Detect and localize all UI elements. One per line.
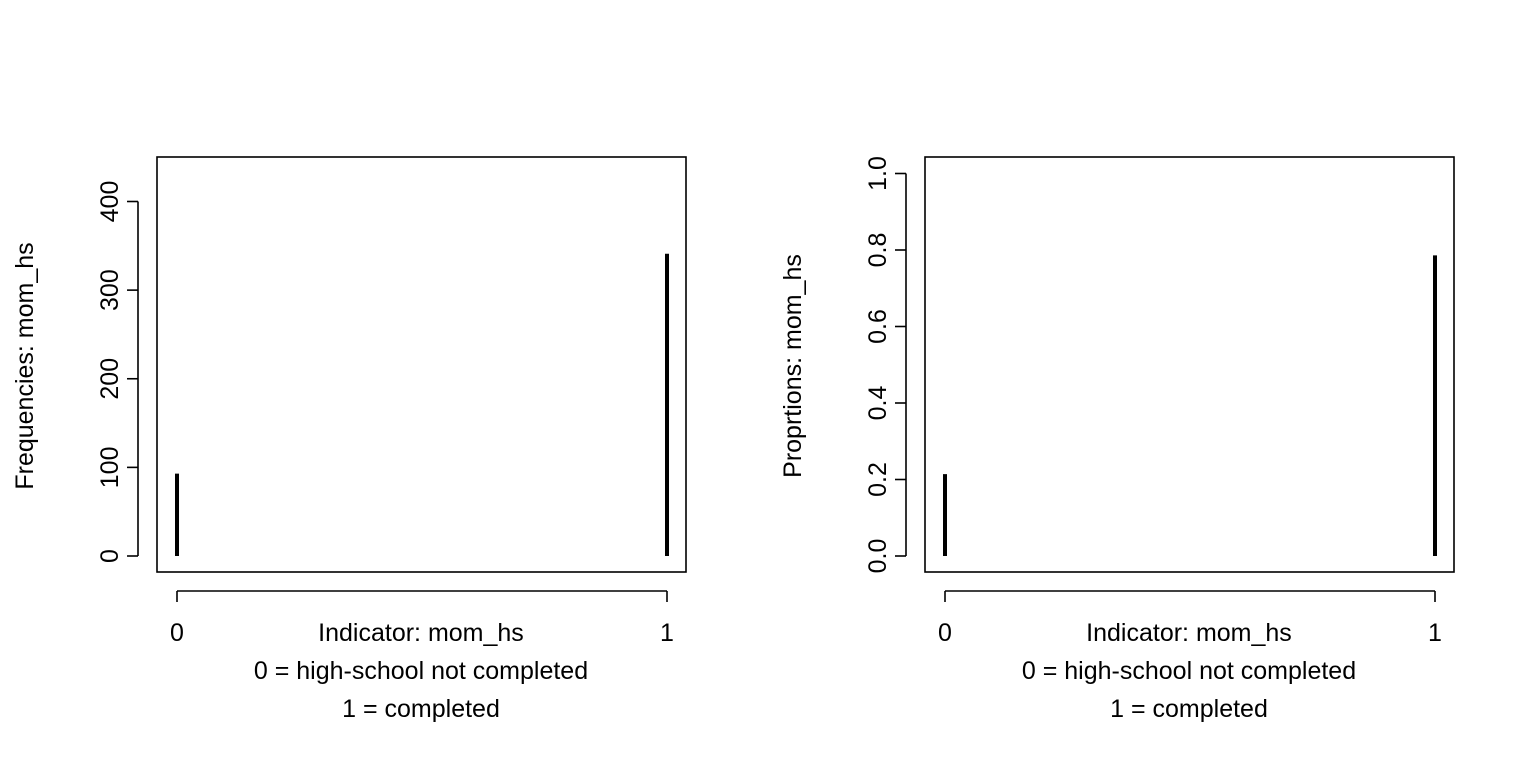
y-tick-label: 0.8 — [864, 233, 892, 268]
x-axis-label-line-2: 0 = high-school not completed — [254, 657, 588, 685]
y-tick-label: 400 — [96, 181, 124, 223]
y-axis-label: Frequencies: mom_hs — [11, 242, 39, 489]
x-tick-label: 0 — [170, 619, 184, 647]
y-tick-label: 0.0 — [864, 539, 892, 574]
x-axis-label-line-2: 0 = high-school not completed — [1022, 657, 1356, 685]
bars — [175, 253, 669, 556]
x-tick-label: 1 — [660, 619, 674, 647]
x-tick-label: 1 — [1428, 619, 1442, 647]
y-tick-label: 100 — [96, 447, 124, 489]
plot-frame — [924, 156, 1455, 573]
y-axis: 0.0 0.2 0.4 0.6 0.8 1.0 — [864, 156, 907, 574]
x-axis-label-line-1: Indicator: mom_hs — [318, 619, 524, 647]
plot-frame — [156, 156, 687, 573]
y-axis-label: Proprtions: mom_hs — [779, 254, 807, 478]
x-axis-label-line-3: 1 = completed — [1110, 695, 1268, 723]
y-tick-label: 0.4 — [864, 386, 892, 421]
y-tick-label: 200 — [96, 358, 124, 400]
y-tick-label: 0.6 — [864, 309, 892, 344]
x-tick-label: 0 — [938, 619, 952, 647]
y-tick-label: 1.0 — [864, 156, 892, 191]
bars — [943, 255, 1437, 556]
y-tick-label: 300 — [96, 269, 124, 311]
x-axis-label-line-1: Indicator: mom_hs — [1086, 619, 1292, 647]
y-axis: 0 100 200 300 400 — [96, 181, 139, 563]
x-axis-label-line-3: 1 = completed — [342, 695, 500, 723]
y-tick-label: 0.2 — [864, 462, 892, 497]
y-tick-label: 0 — [96, 549, 124, 563]
